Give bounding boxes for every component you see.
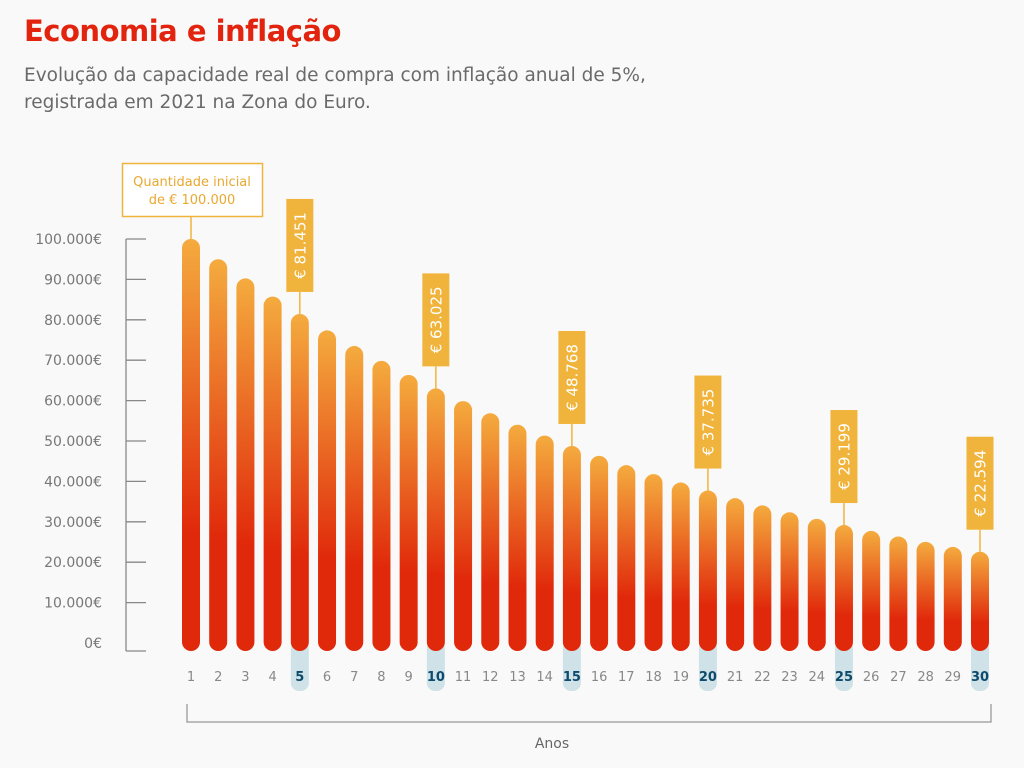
bar [481, 413, 500, 651]
bar [426, 388, 445, 651]
y-tick-label: 20.000€ [44, 555, 102, 571]
x-highlight-bg [834, 640, 853, 691]
bar [562, 445, 581, 651]
x-tick-label: 26 [863, 670, 880, 685]
x-tick-label: 7 [350, 670, 358, 685]
x-tick-label: 10 [427, 670, 445, 685]
y-tick-label: 60.000€ [44, 394, 102, 410]
bar [644, 474, 663, 651]
x-tick-label: 13 [509, 670, 526, 685]
bar [345, 346, 364, 651]
x-tick-label: 1 [187, 670, 195, 685]
y-tick-label: 90.000€ [44, 272, 102, 288]
x-tick-label: 30 [971, 670, 989, 685]
bar [182, 239, 200, 651]
y-tick-label: 100.000€ [35, 232, 102, 248]
x-tick-label: 16 [591, 670, 608, 685]
x-tick-label: 12 [482, 670, 499, 685]
bar [508, 424, 527, 651]
x-tick-label: 28 [917, 670, 934, 685]
bar [753, 505, 772, 651]
bar [209, 259, 228, 651]
y-tick-label: 70.000€ [44, 353, 102, 369]
bar [290, 313, 309, 651]
x-tick-label: 2 [214, 670, 222, 685]
bar [318, 330, 337, 651]
y-tick-label: 0€ [84, 636, 102, 652]
callout-text: € 37.735 [699, 389, 717, 456]
value-callout [966, 436, 994, 530]
callout-text: Quantidade inicial [133, 175, 251, 190]
callout-text: € 22.594 [972, 450, 990, 517]
x-tick-label: 4 [268, 670, 276, 685]
x-highlight-bg [971, 640, 989, 691]
x-tick-label: 15 [563, 670, 581, 685]
value-callout [694, 375, 722, 469]
x-highlight-bg [562, 640, 581, 691]
callout-text: € 48.768 [563, 344, 581, 411]
bar [372, 360, 391, 651]
value-callout [558, 330, 586, 424]
callout-text: € 63.025 [427, 286, 445, 353]
x-tick-label: 14 [536, 670, 553, 685]
x-tick-label: 8 [377, 670, 385, 685]
page-title: Economia e inflação [24, 14, 341, 48]
bar [236, 278, 255, 651]
y-tick-label: 40.000€ [44, 474, 102, 490]
x-tick-label: 3 [241, 670, 249, 685]
y-tick-label: 80.000€ [44, 313, 102, 329]
x-tick-label: 29 [945, 670, 962, 685]
bar [399, 374, 418, 651]
y-tick-label: 30.000€ [44, 515, 102, 531]
callout-text: € 29.199 [835, 423, 853, 490]
bar [834, 525, 853, 651]
x-highlight-bg [698, 640, 717, 691]
value-callout [422, 273, 450, 367]
bar [780, 512, 799, 651]
x-tick-label: 9 [405, 670, 413, 685]
callout-text: de € 100.000 [149, 193, 236, 208]
bar [807, 518, 826, 651]
bar [698, 490, 717, 651]
bar [943, 546, 962, 651]
x-tick-label: 21 [727, 670, 744, 685]
x-axis-bracket [186, 704, 992, 723]
x-tick-label: 24 [808, 670, 825, 685]
y-tick-label: 10.000€ [44, 596, 102, 612]
y-tick-label: 50.000€ [44, 434, 102, 450]
bar [454, 401, 473, 651]
x-tick-label: 19 [672, 670, 689, 685]
x-highlight-bg [426, 640, 445, 691]
x-axis-label: Anos [535, 736, 569, 752]
bar [617, 465, 636, 651]
x-tick-label: 11 [455, 670, 472, 685]
x-tick-label: 25 [835, 670, 853, 685]
bar [889, 536, 908, 651]
bar [726, 498, 745, 651]
x-tick-label: 6 [323, 670, 331, 685]
bar [590, 455, 609, 651]
x-tick-label: 18 [645, 670, 662, 685]
x-tick-label: 5 [295, 670, 304, 685]
callout-text: € 81.451 [291, 212, 309, 279]
subtitle: Evolução da capacidade real de compra co… [24, 65, 646, 113]
initial-amount-callout [121, 162, 264, 218]
value-callout [830, 410, 858, 504]
bar [671, 482, 690, 651]
bar [862, 530, 881, 651]
x-highlight-bg [290, 640, 309, 691]
bar [535, 435, 554, 651]
bar [916, 541, 935, 651]
value-callout [286, 198, 314, 292]
x-tick-label: 27 [890, 670, 907, 685]
x-tick-label: 23 [781, 670, 798, 685]
bar [971, 551, 989, 651]
bar [263, 296, 282, 651]
x-tick-label: 17 [618, 670, 635, 685]
x-tick-label: 20 [699, 670, 717, 685]
x-tick-label: 22 [754, 670, 771, 685]
